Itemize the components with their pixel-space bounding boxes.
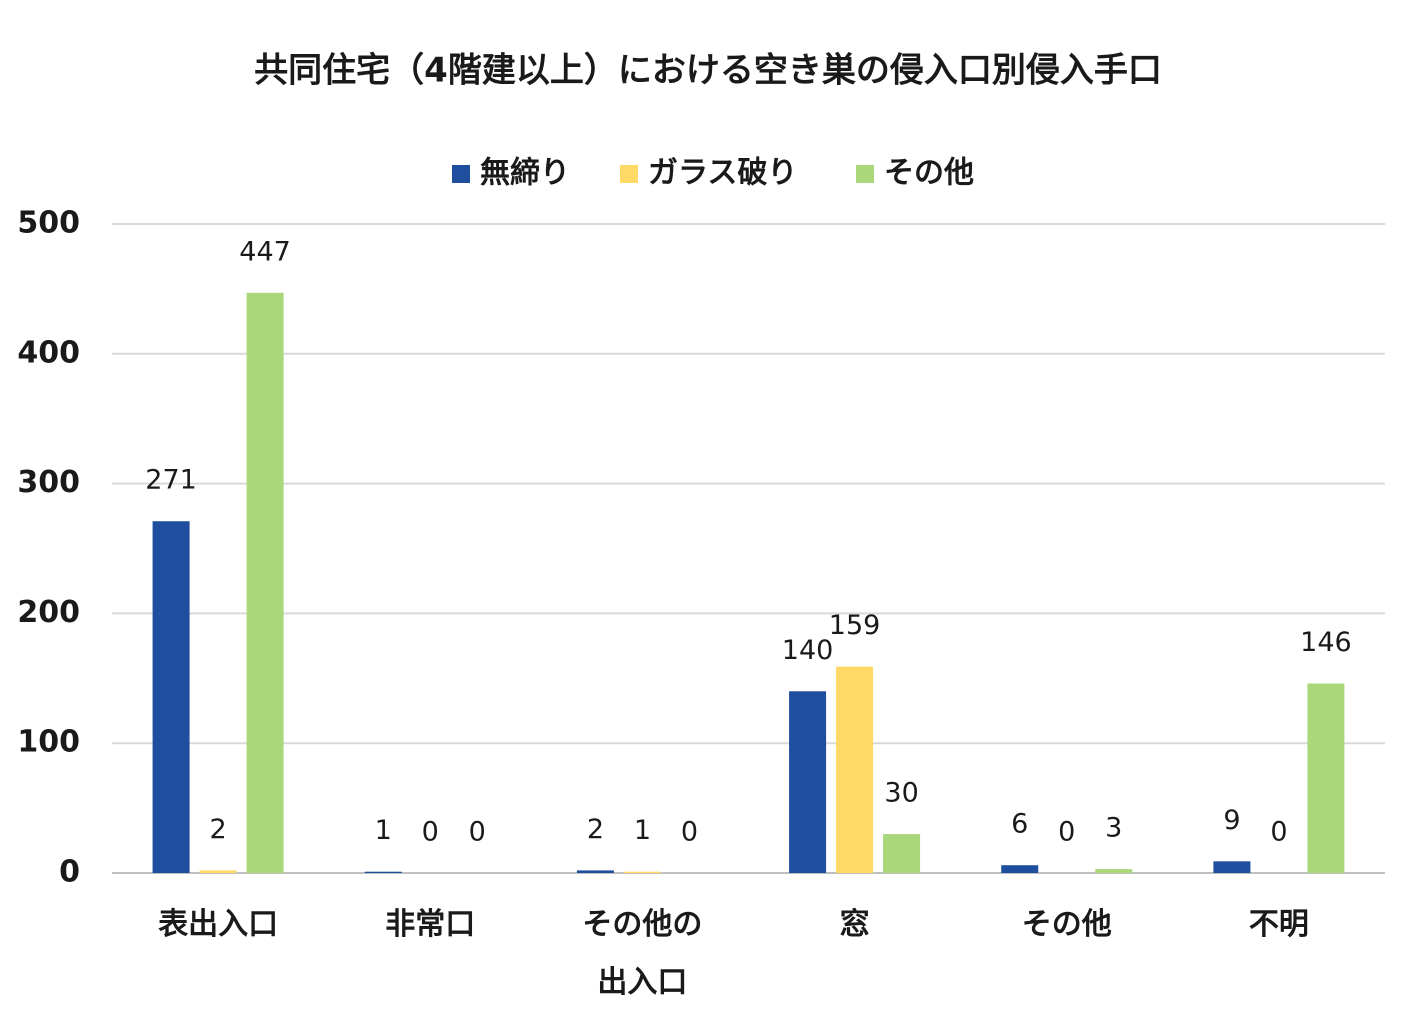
value-label: 0 <box>1058 817 1075 848</box>
bar <box>1213 861 1251 873</box>
value-label: 1 <box>375 815 392 846</box>
chart-title: 共同住宅（4階建以上）における空き巣の侵入口別侵入手口 <box>254 51 1162 91</box>
value-label: 159 <box>829 610 881 641</box>
value-label: 0 <box>422 817 439 848</box>
y-tick-label: 300 <box>17 465 80 500</box>
x-tick-label: 窓 <box>839 907 870 942</box>
x-tick-label: 表出入口 <box>158 907 279 942</box>
bar <box>576 870 614 873</box>
legend-label: 無締り <box>480 156 570 191</box>
legend-swatch <box>452 165 470 183</box>
bar <box>789 691 827 873</box>
value-label: 0 <box>469 817 486 848</box>
legend-label: その他 <box>884 156 974 191</box>
y-tick-label: 100 <box>17 725 80 760</box>
bar <box>883 834 921 873</box>
value-label: 271 <box>145 465 197 496</box>
bar <box>1095 869 1133 873</box>
bar <box>836 666 874 873</box>
value-label: 447 <box>239 236 291 267</box>
value-label: 0 <box>1270 817 1287 848</box>
value-label: 30 <box>884 778 918 809</box>
value-label: 2 <box>209 814 226 845</box>
bar <box>364 871 402 873</box>
y-tick-label: 400 <box>17 335 80 370</box>
bar <box>1307 683 1345 873</box>
bar <box>199 870 237 873</box>
x-tick-label: その他 <box>1021 907 1112 942</box>
y-tick-label: 500 <box>17 206 80 241</box>
value-label: 3 <box>1105 813 1122 844</box>
value-label: 6 <box>1011 809 1028 840</box>
y-tick-label: 200 <box>17 595 80 630</box>
legend-swatch <box>856 165 874 183</box>
value-label: 146 <box>1300 627 1352 658</box>
bar <box>623 871 661 873</box>
value-label: 140 <box>782 635 834 666</box>
bar <box>1001 865 1039 873</box>
legend-label: ガラス破り <box>648 156 797 191</box>
x-tick-label: 非常口 <box>385 907 476 942</box>
value-label: 2 <box>587 814 604 845</box>
value-label: 1 <box>634 815 651 846</box>
value-label: 0 <box>681 817 698 848</box>
y-tick-label: 0 <box>59 855 80 890</box>
bar <box>152 521 190 873</box>
value-label: 9 <box>1223 805 1240 836</box>
x-tick-label: 不明 <box>1248 907 1309 942</box>
bar <box>246 292 284 873</box>
x-tick-label: その他の出入口 <box>582 907 703 1000</box>
legend-swatch <box>620 165 638 183</box>
